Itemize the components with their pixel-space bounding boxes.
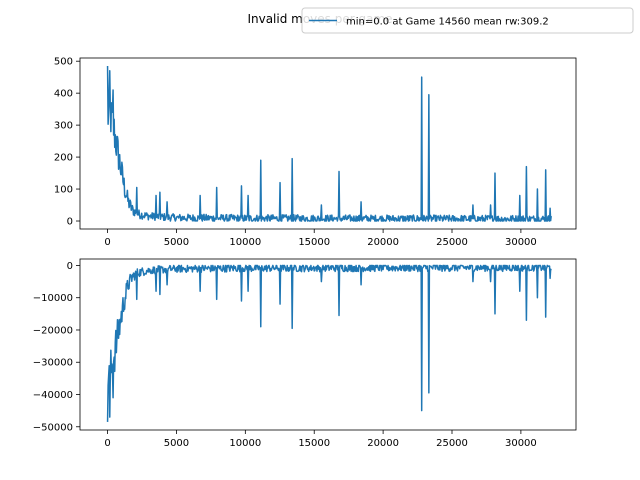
subplots: 0 5000 10000 15000 20000 25000 300000100200300…: [33, 57, 577, 449]
y-tick-label: 500: [54, 57, 73, 68]
x-tick-label: 0: [104, 237, 110, 248]
y-tick-label: −30000: [33, 358, 73, 369]
x-tick-label: 20000: [367, 438, 399, 449]
x-tick-label: 30000: [505, 237, 537, 248]
y-tick-label: 200: [54, 153, 73, 164]
y-tick-label: 400: [54, 89, 73, 100]
axes-frame-1: [79, 57, 577, 230]
axes-frame-2: [79, 258, 577, 431]
x-tick-label: 25000: [436, 237, 468, 248]
x-tick-label: 10000: [229, 237, 261, 248]
x-tick-label: 20000: [367, 237, 399, 248]
y-tick-label: 300: [54, 121, 73, 132]
x-tick-label: 10000: [229, 438, 261, 449]
x-tick-label: 5000: [164, 438, 189, 449]
series-line-2-1: [106, 264, 552, 422]
x-tick-label: 0: [104, 438, 110, 449]
legend-frame: [301, 7, 634, 34]
x-tick-label: 5000: [164, 237, 189, 248]
y-tick-label: 0: [67, 261, 73, 272]
x-tick-label: 15000: [298, 237, 330, 248]
legend: min=0.0 at Game 14560 mean rw:309.2: [301, 7, 634, 34]
y-tick-label: −10000: [33, 293, 73, 304]
legend-label: min=0.0 at Game 14560 mean rw:309.2: [346, 17, 549, 28]
y-tick-label: −40000: [33, 390, 73, 401]
y-tick-label: −20000: [33, 325, 73, 336]
subplot-1: 0 5000 10000 15000 20000 25000 30000 0 100 200 300…: [54, 57, 577, 248]
series-line-1-1: [106, 65, 552, 222]
x-tick-label: 30000: [505, 438, 537, 449]
y-tick-label: −50000: [33, 422, 73, 433]
x-tick-label: 25000: [436, 438, 468, 449]
y-tick-label: 0: [67, 217, 73, 228]
y-tick-label: 100: [54, 185, 73, 196]
x-tick-label: 15000: [298, 438, 330, 449]
subplot-2: 0 5000 10000 15000 20000 25000 30000 0 −10000 −20…: [33, 258, 577, 449]
